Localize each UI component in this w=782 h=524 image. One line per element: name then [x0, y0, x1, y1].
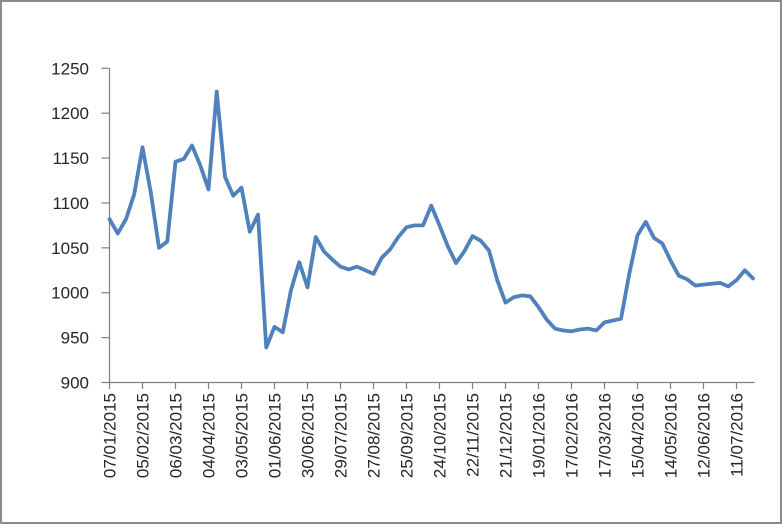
y-tick-label: 950 [61, 329, 89, 348]
x-tick-label: 11/07/2016 [728, 393, 747, 477]
data-series-line[interactable] [107, 89, 755, 350]
x-tick-label: 21/12/2015 [497, 393, 516, 478]
y-tick-label: 1050 [51, 239, 89, 258]
x-tick-label: 01/06/2015 [266, 393, 285, 478]
x-tick-label: 12/06/2016 [695, 393, 714, 478]
x-tick-label: 19/01/2016 [530, 393, 549, 478]
y-tick-label: 1000 [51, 284, 89, 303]
x-tick-label: 05/02/2015 [134, 393, 153, 478]
x-tick-label: 17/03/2016 [596, 393, 615, 478]
x-tick-label: 03/05/2015 [233, 393, 252, 478]
x-tick-label: 07/01/2015 [101, 393, 120, 478]
x-tick-label: 04/04/2015 [200, 393, 219, 478]
y-tick-label: 1100 [52, 194, 89, 213]
x-tick-label: 29/07/2015 [332, 393, 351, 478]
x-tick-label: 30/06/2015 [299, 393, 318, 478]
x-tick-label: 25/09/2015 [398, 393, 417, 478]
y-tick-label: 1250 [51, 59, 89, 78]
x-tick-label: 27/08/2015 [365, 393, 384, 478]
x-tick-label: 24/10/2015 [431, 393, 450, 478]
y-tick-label: 1150 [52, 149, 89, 168]
x-tick-label: 15/04/2016 [629, 393, 648, 478]
y-tick-label: 900 [61, 374, 89, 393]
x-tick-label: 06/03/2015 [167, 393, 186, 478]
x-tick-label: 14/05/2016 [662, 393, 681, 478]
y-tick-label: 1200 [51, 104, 89, 123]
x-tick-label: 22/11/2015 [464, 393, 483, 477]
x-tick-label: 17/02/2016 [563, 393, 582, 478]
